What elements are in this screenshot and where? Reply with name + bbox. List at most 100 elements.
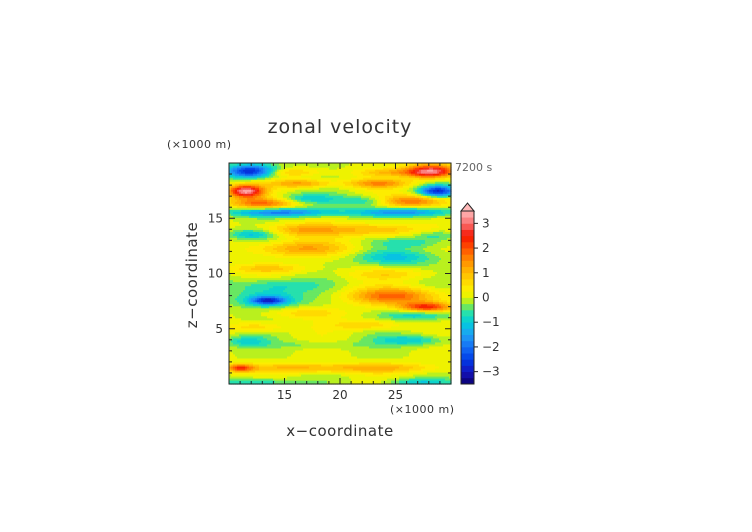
field-cell [421,349,424,353]
field-cell [277,371,280,375]
field-cell [253,363,256,367]
field-cell [427,331,430,335]
field-cell [307,323,310,327]
field-cell [267,337,270,341]
field-cell [401,345,404,349]
field-cell [321,337,324,341]
field-cell [321,361,324,365]
field-cell [433,351,436,355]
field-cell [335,329,338,333]
field-cell [327,325,330,329]
field-cell [293,381,296,385]
field-cell [269,355,272,359]
field-cell [235,381,238,385]
field-cell [385,373,388,377]
field-cell [333,339,336,343]
field-cell [369,331,372,335]
field-cell [437,355,440,359]
field-cell [345,343,348,347]
field-cell [435,363,438,367]
field-cell [253,365,256,369]
field-cell [287,365,290,369]
field-cell [261,367,264,371]
field-cell [317,363,320,367]
field-cell [381,379,384,383]
field-cell [239,377,242,381]
field-cell [361,361,364,365]
field-cell [285,345,288,349]
field-cell [421,331,424,335]
field-cell [285,349,288,353]
field-cell [383,359,386,363]
field-cell [343,381,346,385]
field-cell [427,345,430,349]
field-cell [403,373,406,377]
field-cell [285,339,288,343]
field-cell [231,359,234,363]
field-cell [233,373,236,377]
field-cell [339,375,342,379]
field-cell [297,357,300,361]
field-cell [317,331,320,335]
field-cell [367,375,370,379]
field-cell [319,367,322,371]
field-cell [265,325,268,329]
field-cell [295,371,298,375]
field-cell [431,347,434,351]
field-cell [229,343,232,347]
field-cell [333,371,336,375]
field-cell [263,375,266,379]
field-cell [259,323,262,327]
field-cell [433,375,436,379]
field-cell [397,353,400,357]
field-cell [283,355,286,359]
field-cell [279,343,282,347]
field-cell [233,369,236,373]
field-cell [291,359,294,363]
field-cell [341,361,344,365]
field-cell [229,337,232,341]
field-cell [403,367,406,371]
field-cell [263,357,266,361]
field-cell [437,377,440,381]
field-cell [253,331,256,335]
field-cell [249,379,252,383]
field-cell [383,355,386,359]
field-cell [387,365,390,369]
field-cell [269,319,272,323]
field-cell [259,371,262,375]
field-cell [307,351,310,355]
field-cell [311,371,314,375]
field-cell [431,339,434,343]
field-cell [347,351,350,355]
field-cell [373,353,376,357]
field-cell [337,365,340,369]
field-cell [409,365,412,369]
field-cell [277,359,280,363]
field-cell [313,353,316,357]
field-cell [239,371,242,375]
field-cell [315,329,318,333]
field-cell [349,375,352,379]
field-cell [417,343,420,347]
field-cell [255,327,258,331]
field-cell [429,351,432,355]
field-cell [269,377,272,381]
field-cell [281,325,284,329]
field-cell [305,345,308,349]
field-cell [277,333,280,337]
field-cell [317,371,320,375]
field-cell [291,371,294,375]
field-cell [347,329,350,333]
field-cell [375,369,378,373]
field-cell [445,375,448,379]
field-cell [285,323,288,327]
field-cell [305,333,308,337]
field-cell [261,347,264,351]
field-cell [337,343,340,347]
field-cell [359,381,362,385]
field-cell [369,345,372,349]
field-cell [433,331,436,335]
field-cell [395,351,398,355]
field-cell [309,331,312,335]
